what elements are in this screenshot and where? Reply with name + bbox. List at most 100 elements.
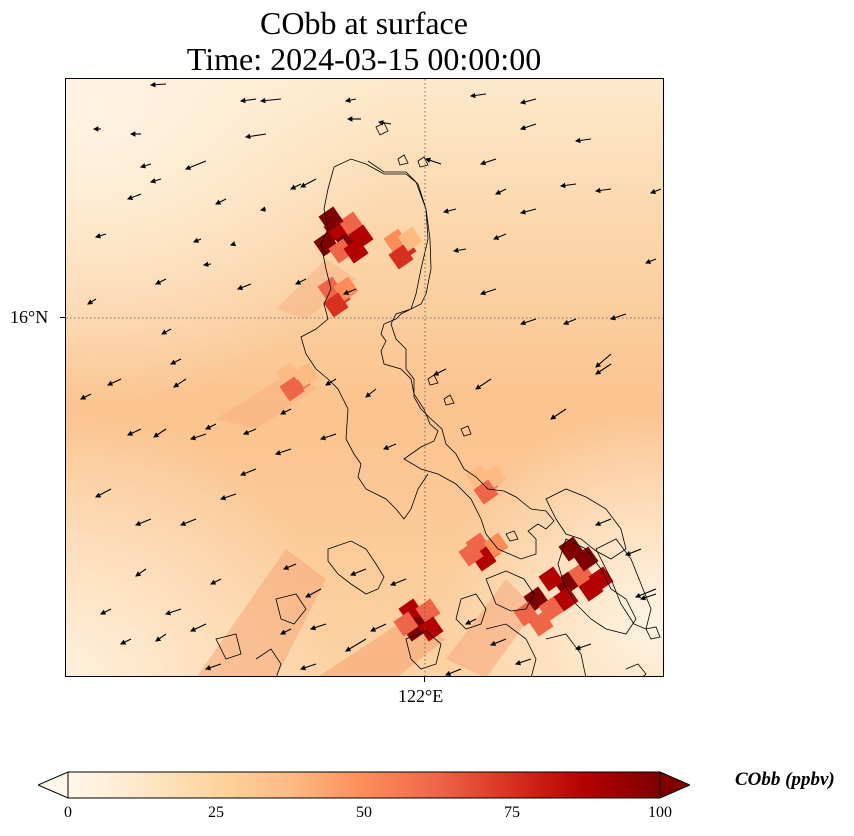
wind-arrow	[280, 408, 292, 415]
wind-arrow	[107, 378, 122, 386]
wind-arrow	[442, 208, 457, 214]
wind-arrow	[389, 578, 407, 586]
hotspot-cell	[528, 611, 554, 637]
wind-arrow	[649, 188, 662, 194]
wind-arrow	[80, 393, 92, 400]
wind-arrow	[282, 563, 297, 570]
wind-arrow	[309, 623, 327, 631]
wind-arrow	[514, 658, 532, 666]
wind-arrow	[639, 593, 657, 601]
lon-tick-mark	[424, 677, 425, 682]
wind-arrow	[492, 233, 507, 240]
wind-arrow	[319, 433, 337, 441]
hotspot-cell	[588, 566, 614, 592]
wind-arrow	[519, 318, 537, 326]
wind-arrow	[87, 298, 97, 305]
wind-arrow	[495, 188, 507, 195]
colorbar-label: CObb (ppbv)	[735, 769, 835, 790]
wind-arrow	[519, 98, 537, 105]
wind-arrow	[149, 178, 162, 184]
wind-arrow	[465, 618, 477, 625]
wind-arrow	[519, 208, 537, 215]
wind-arrow	[204, 663, 222, 671]
wind-arrow	[127, 428, 142, 436]
wind-arrow	[433, 368, 447, 376]
wind-arrow	[365, 388, 377, 398]
colorbar-tick-75: 75	[504, 804, 520, 821]
wind-arrow	[295, 278, 307, 285]
wind-arrow	[370, 623, 387, 632]
colorbar-gradient	[67, 771, 661, 799]
wind-arrow	[229, 240, 237, 247]
map-subtitle-time: Time: 2024-03-15 00:00:00	[186, 41, 542, 77]
wind-arrow	[594, 518, 612, 526]
wind-arrow	[475, 378, 492, 390]
wind-arrow	[161, 328, 172, 335]
wind-arrow	[274, 448, 292, 456]
wind-arrow	[215, 198, 227, 205]
wind-arrow	[164, 608, 182, 616]
hotspot-cell	[393, 611, 419, 637]
hotspot-cell	[538, 566, 564, 592]
wind-arrow	[202, 261, 212, 268]
wind-arrow	[345, 638, 367, 652]
wind-arrow	[95, 488, 112, 498]
wind-arrow	[300, 178, 317, 188]
wind-arrow	[479, 288, 497, 296]
wind-arrow	[100, 608, 112, 615]
hotspot-cell	[458, 541, 484, 567]
fire-hotspots	[275, 206, 614, 642]
wind-arrow	[139, 163, 152, 169]
concentration-field	[66, 79, 663, 676]
hotspot-cell	[328, 238, 354, 264]
wind-arrow	[595, 363, 612, 375]
wind-arrow	[155, 278, 167, 285]
wind-arrow	[349, 568, 367, 576]
wind-arrow	[173, 378, 187, 388]
wind-arrow	[126, 193, 142, 200]
wind-arrow	[134, 518, 152, 526]
wind-arrow	[489, 638, 507, 646]
hotspot-cell	[553, 586, 579, 612]
colorbar-tick-25: 25	[208, 804, 224, 821]
wind-arrow	[259, 206, 267, 212]
colorbar-max-extend	[659, 771, 690, 799]
wind-arrow	[469, 92, 487, 99]
wind-arrow	[444, 668, 462, 676]
wind-arrow	[153, 428, 167, 438]
wind-arrow	[239, 97, 257, 104]
wind-arrow	[519, 123, 537, 131]
colorbar-tick-0: 0	[64, 804, 72, 821]
wind-arrow	[242, 428, 257, 435]
wind-arrow	[170, 358, 182, 365]
wind-arrow	[179, 518, 197, 526]
map-plot-area	[65, 78, 664, 677]
wind-arrow	[574, 643, 592, 651]
lon-tick-label: 122°E	[398, 686, 444, 706]
wind-arrow	[155, 633, 167, 642]
wind-arrow	[342, 288, 357, 295]
wind-arrow	[210, 578, 222, 585]
wind-arrow	[280, 628, 292, 635]
wind-arrow	[299, 663, 317, 671]
wind-arrow	[574, 137, 592, 144]
lat-tick-mark	[60, 317, 65, 318]
wind-arrow	[239, 468, 257, 476]
wind-arrow	[205, 423, 217, 430]
wind-arrow	[594, 187, 612, 194]
wind-arrow	[624, 548, 642, 556]
colorbar-tick-100: 100	[648, 804, 672, 821]
wind-arrow	[424, 157, 442, 165]
wind-arrow	[259, 97, 282, 104]
coastline	[215, 122, 661, 676]
hotspot-cell	[415, 598, 441, 624]
wind-arrow	[244, 133, 267, 140]
wind-arrow	[377, 120, 392, 126]
wind-vectors	[80, 81, 662, 676]
wind-arrow	[135, 568, 147, 577]
wind-arrow	[94, 233, 107, 239]
wind-arrow	[382, 443, 397, 450]
wind-arrow	[189, 433, 207, 441]
hotspot-cell	[323, 292, 349, 318]
colorbar-min-extend	[38, 771, 69, 799]
